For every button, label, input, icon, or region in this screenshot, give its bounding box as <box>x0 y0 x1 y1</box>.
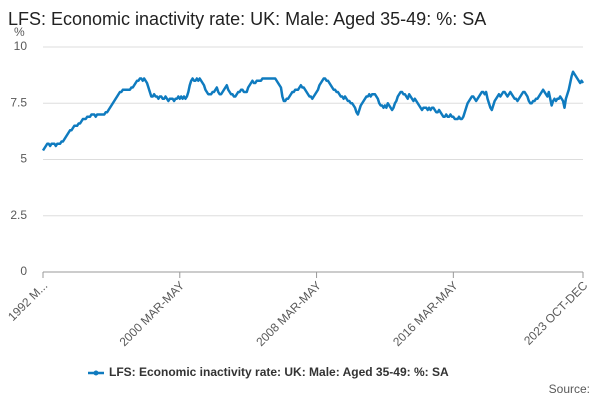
x-tick-label: 2023 OCT-DEC <box>521 278 591 348</box>
y-tick-label: 0 <box>20 264 27 278</box>
y-tick-label: 2.5 <box>10 208 27 222</box>
legend-label: LFS: Economic inactivity rate: UK: Male:… <box>109 365 449 379</box>
y-tick-label: 10 <box>14 39 28 53</box>
y-axis-label: % <box>14 25 25 39</box>
x-tick-label: 2016 MAR-MAY <box>390 278 461 349</box>
y-tick-label: 7.5 <box>10 95 27 109</box>
chart-title: LFS: Economic inactivity rate: UK: Male:… <box>8 9 486 29</box>
y-tick-label: 5 <box>20 152 27 166</box>
x-tick-label: 2000 MAR-MAY <box>117 278 188 349</box>
x-tick-label: 2008 MAR-MAY <box>253 278 324 349</box>
series-line <box>41 70 585 152</box>
x-tick-label: 1992 M... <box>5 278 50 323</box>
legend-marker <box>93 370 99 376</box>
source: Source: <box>549 382 590 396</box>
